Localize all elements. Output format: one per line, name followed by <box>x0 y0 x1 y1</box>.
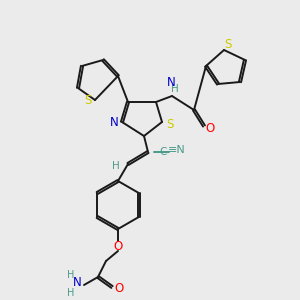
Text: H: H <box>171 84 179 94</box>
Text: H: H <box>112 161 120 171</box>
Text: S: S <box>84 94 92 107</box>
Text: N: N <box>110 116 118 128</box>
Text: S: S <box>166 118 174 130</box>
Text: O: O <box>113 241 123 254</box>
Text: O: O <box>206 122 214 134</box>
Text: C: C <box>159 147 167 157</box>
Text: N: N <box>167 76 176 88</box>
Text: H: H <box>67 288 75 298</box>
Text: N: N <box>73 277 81 290</box>
Text: ≡N: ≡N <box>168 145 186 155</box>
Text: H: H <box>67 270 75 280</box>
Text: S: S <box>224 38 232 50</box>
Text: O: O <box>114 281 124 295</box>
